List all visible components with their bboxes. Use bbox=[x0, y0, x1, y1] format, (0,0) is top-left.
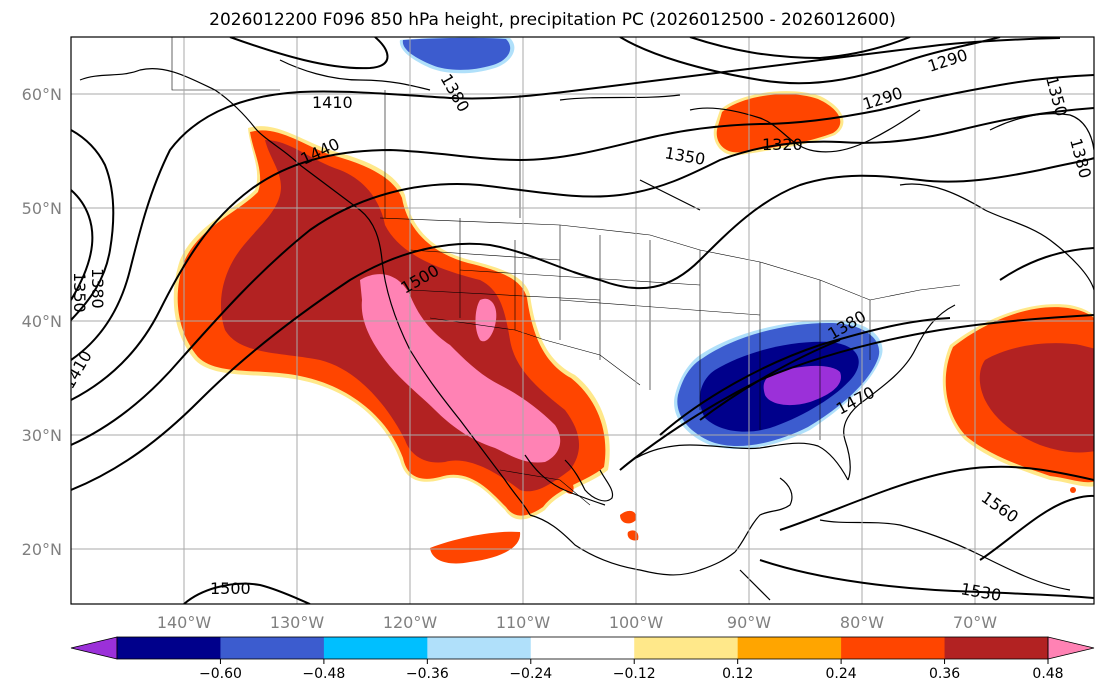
colorbar-segment bbox=[323, 637, 428, 659]
lat-label: 30°N bbox=[22, 426, 62, 445]
colorbar: −0.60 −0.48 −0.36 −0.24 −0.12 0.12 0.24 0.36 0.4… bbox=[70, 636, 1095, 682]
colorbar-tick-label: −0.48 bbox=[302, 666, 345, 682]
colorbar-tick-label: −0.12 bbox=[613, 666, 656, 682]
borders bbox=[171, 37, 961, 506]
colorbar-segment bbox=[737, 637, 842, 659]
graticule bbox=[71, 37, 1094, 604]
colorbar-segment bbox=[841, 637, 946, 659]
coastlines bbox=[79, 59, 1094, 601]
lat-label: 20°N bbox=[22, 540, 62, 559]
lon-label: 140°W bbox=[157, 613, 212, 632]
colorbar-tick-label: −0.60 bbox=[199, 666, 242, 682]
colorbar-tick-label: 0.48 bbox=[1032, 666, 1063, 682]
lon-label: 90°W bbox=[727, 613, 771, 632]
colorbar-segment bbox=[530, 637, 635, 659]
latitude-labels: 60°N 50°N 40°N 30°N 20°N bbox=[22, 85, 62, 559]
colorbar-segment bbox=[117, 637, 221, 659]
lat-label: 40°N bbox=[22, 312, 62, 331]
longitude-labels: 140°W 130°W 120°W 110°W 100°W 90°W 80°W … bbox=[157, 613, 997, 632]
colorbar-tick-label: −0.36 bbox=[406, 666, 449, 682]
colorbar-tick-label: 0.24 bbox=[826, 666, 857, 682]
colorbar-segment bbox=[220, 637, 325, 659]
map-title: 2026012200 F096 850 hPa height, precipit… bbox=[209, 10, 896, 30]
contour-label: 1410 bbox=[312, 93, 353, 112]
precip-shading-west bbox=[173, 126, 610, 520]
lon-label: 70°W bbox=[953, 613, 997, 632]
lat-label: 60°N bbox=[22, 85, 62, 104]
colorbar-tick-label: 0.36 bbox=[929, 666, 960, 682]
contour-label: 1500 bbox=[210, 579, 251, 598]
colorbar-extend-min bbox=[70, 636, 118, 660]
colorbar-segment bbox=[427, 637, 532, 659]
lon-label: 110°W bbox=[496, 613, 551, 632]
colorbar-segment bbox=[944, 637, 1049, 659]
contour-label: 1380 bbox=[88, 268, 107, 309]
colorbar-segment bbox=[634, 637, 739, 659]
lon-label: 100°W bbox=[609, 613, 664, 632]
lon-label: 80°W bbox=[840, 613, 884, 632]
height-contours bbox=[71, 37, 1094, 604]
colorbar-tick-label: −0.24 bbox=[509, 666, 552, 682]
colorbar-extend-max bbox=[1047, 636, 1095, 660]
lat-label: 50°N bbox=[22, 199, 62, 218]
contour-label: 1320 bbox=[762, 135, 803, 154]
precip-shading-atlantic bbox=[942, 304, 1094, 487]
plot-frame bbox=[70, 36, 1095, 605]
lon-label: 130°W bbox=[270, 613, 325, 632]
contour-label: 1350 bbox=[70, 272, 89, 313]
precip-shading-negative-south bbox=[674, 320, 883, 450]
precip-shading-negative-north bbox=[399, 37, 515, 74]
colorbar-frame bbox=[116, 636, 1049, 660]
lon-label: 120°W bbox=[383, 613, 438, 632]
colorbar-tick-label: 0.12 bbox=[722, 666, 753, 682]
